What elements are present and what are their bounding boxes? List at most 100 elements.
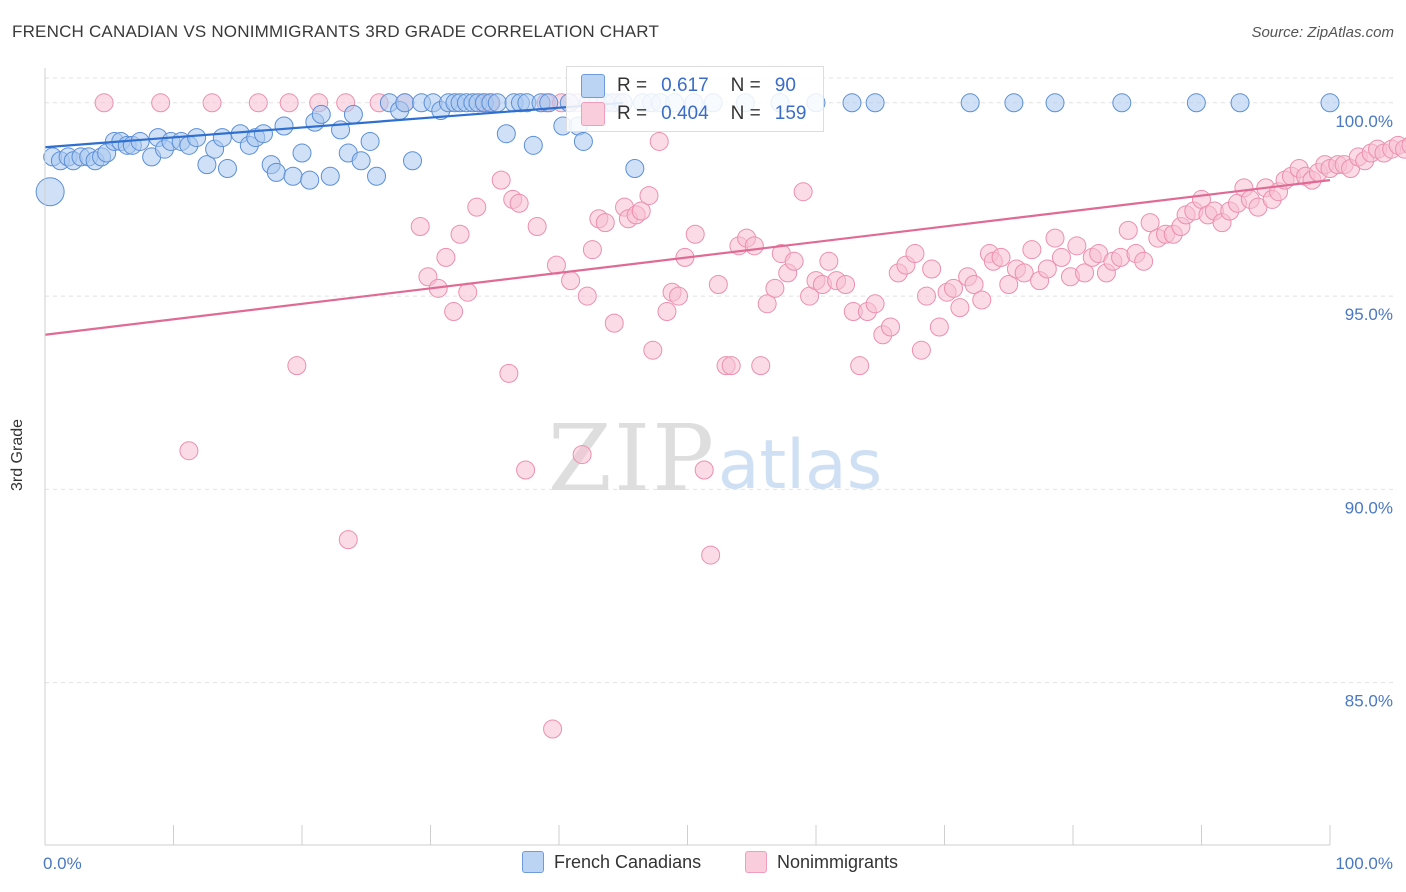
- blue-swatch: [581, 74, 605, 98]
- grid-layer: [45, 77, 1395, 684]
- nonimmigrants-point: [917, 286, 937, 306]
- nonimmigrants-point: [784, 251, 804, 271]
- nonimmigrants-point: [964, 274, 984, 294]
- legend-item-nonimmigrants[interactable]: Nonimmigrants: [745, 851, 898, 873]
- nonimmigrants-point: [922, 259, 942, 279]
- n-value: 90: [774, 75, 796, 96]
- nonimmigrants-points: [94, 93, 1406, 739]
- nonimmigrants-point: [595, 213, 615, 233]
- nonimmigrants-point: [279, 93, 299, 113]
- nonimmigrants-point: [516, 460, 536, 480]
- nonimmigrants-point: [865, 294, 885, 314]
- legend-swatch-blue: [522, 851, 544, 873]
- french-canadians-point: [842, 93, 862, 113]
- nonimmigrants-point: [450, 224, 470, 244]
- nonimmigrants-point: [202, 93, 222, 113]
- nonimmigrants-point: [491, 170, 511, 190]
- french-canadians-point: [523, 135, 543, 155]
- nonimmigrants-point: [819, 251, 839, 271]
- y-tick-label: 95.0%: [1345, 305, 1393, 324]
- x-tick-label: 0.0%: [43, 854, 82, 873]
- nonimmigrants-point: [757, 294, 777, 314]
- nonimmigrants-point: [543, 719, 563, 739]
- nonimmigrants-point: [1118, 220, 1138, 240]
- french-canadians-point: [292, 143, 312, 163]
- r-value: 0.617: [661, 75, 709, 96]
- nonimmigrants-point: [582, 240, 602, 260]
- nonimmigrants-point: [179, 441, 199, 461]
- stats-row-french-canadians: R = 0.617 N = 90: [581, 74, 796, 98]
- watermark-zip: ZIP: [548, 405, 716, 512]
- french-canadians-point: [1320, 93, 1340, 113]
- nonimmigrants-point: [94, 93, 114, 113]
- nonimmigrants-point: [669, 286, 689, 306]
- nonimmigrants-point: [911, 340, 931, 360]
- french-canadians-point: [197, 155, 217, 175]
- nonimmigrants-point: [751, 356, 771, 376]
- trend-lines: [44, 101, 1331, 336]
- legend-swatch-pink: [745, 851, 767, 873]
- nonimmigrants-point: [338, 530, 358, 550]
- french-canadians-point: [395, 93, 415, 113]
- nonimmigrants-point: [905, 244, 925, 264]
- watermark: ZIP atlas: [548, 405, 882, 512]
- n-label: N =: [730, 75, 761, 96]
- nonimmigrants-point: [1014, 263, 1034, 283]
- french-canadians-point: [1230, 93, 1250, 113]
- nonimmigrants-point: [527, 216, 547, 236]
- nonimmigrants-point: [991, 247, 1011, 267]
- french-canadians-point: [1186, 93, 1206, 113]
- french-canadians-point: [187, 128, 207, 148]
- french-canadians-point: [573, 131, 593, 151]
- nonimmigrants-point: [836, 274, 856, 294]
- french-canadians-point: [960, 93, 980, 113]
- nonimmigrants-point: [248, 93, 268, 113]
- n-value: 159: [774, 103, 807, 124]
- french-canadians-point: [403, 151, 423, 171]
- nonimmigrants-point: [1140, 213, 1160, 233]
- french-canadians-point: [212, 128, 232, 148]
- chart-title: FRENCH CANADIAN VS NONIMMIGRANTS 3RD GRA…: [12, 22, 660, 41]
- nonimmigrants-point: [467, 197, 487, 217]
- nonimmigrants-point: [744, 236, 764, 256]
- nonimmigrants-point: [999, 274, 1019, 294]
- french-canadians-point: [311, 104, 331, 124]
- french-canadians-point: [1045, 93, 1065, 113]
- french-canadians-point: [1004, 93, 1024, 113]
- nonimmigrants-point: [657, 302, 677, 322]
- french-canadians-point: [625, 159, 645, 179]
- nonimmigrants-point: [458, 282, 478, 302]
- french-canadians-point: [274, 116, 294, 136]
- french-canadians-point: [1112, 93, 1132, 113]
- french-canadians-point: [320, 166, 340, 186]
- nonimmigrants-point: [701, 545, 721, 565]
- french-canadians-trend-line: [44, 101, 624, 149]
- r-label: R =: [617, 103, 648, 124]
- nonimmigrants-point: [1401, 137, 1406, 154]
- nonimmigrants-point: [950, 298, 970, 318]
- nonimmigrants-point: [1045, 228, 1065, 248]
- nonimmigrants-point: [1037, 259, 1057, 279]
- french-canadians-point: [351, 151, 371, 171]
- french-canadians-point: [865, 93, 885, 113]
- french-canadians-point: [217, 159, 237, 179]
- stats-row-nonimmigrants: R = 0.404 N = 159: [581, 102, 806, 126]
- nonimmigrants-point: [850, 356, 870, 376]
- axes: [44, 68, 1331, 846]
- tick-labels: 100.0% 95.0% 90.0% 85.0% 0.0% 100.0%: [43, 112, 1393, 873]
- french-canadians-point: [300, 170, 320, 190]
- chart-source: Source: ZipAtlas.com: [1251, 24, 1394, 41]
- french-canadians-point: [487, 93, 507, 113]
- legend-label: Nonimmigrants: [777, 851, 899, 872]
- legend-item-french-canadians[interactable]: French Canadians: [522, 851, 701, 873]
- nonimmigrants-point: [721, 356, 741, 376]
- nonimmigrants-point: [631, 201, 651, 221]
- r-label: R =: [617, 75, 648, 96]
- n-label: N =: [730, 103, 761, 124]
- stats-legend: R = 0.617 N = 90 R = 0.404 N = 159: [566, 66, 824, 132]
- nonimmigrants-point: [287, 356, 307, 376]
- nonimmigrants-point: [685, 224, 705, 244]
- r-value: 0.404: [661, 103, 709, 124]
- nonimmigrants-point: [509, 193, 529, 213]
